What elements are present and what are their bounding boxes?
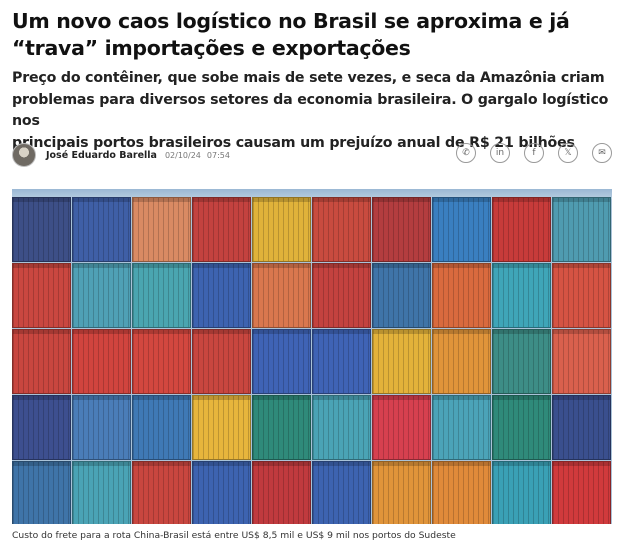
facebook-icon: f: [532, 148, 536, 158]
shipping-container: [552, 395, 611, 460]
shipping-container: [432, 329, 491, 394]
shipping-container: [372, 197, 431, 262]
shipping-container: [432, 263, 491, 328]
shipping-container: [252, 329, 311, 394]
headline-line-1: Um novo caos logístico no Brasil se apro…: [12, 9, 570, 33]
shipping-container: [12, 461, 71, 524]
email-icon: ✉: [598, 148, 606, 158]
shipping-container: [132, 263, 191, 328]
shipping-container: [552, 263, 611, 328]
shipping-container: [252, 197, 311, 262]
share-buttons: ✆ in f 𝕏 ✉: [456, 143, 612, 163]
shipping-container: [552, 329, 611, 394]
whatsapp-icon: ✆: [462, 148, 470, 158]
share-x-button[interactable]: 𝕏: [558, 143, 578, 163]
linkedin-icon: in: [495, 148, 505, 158]
shipping-container: [12, 395, 71, 460]
shipping-container: [492, 197, 551, 262]
shipping-container: [192, 197, 251, 262]
shipping-container: [312, 395, 371, 460]
shipping-container: [252, 395, 311, 460]
shipping-container: [252, 461, 311, 524]
shipping-container: [72, 329, 131, 394]
publish-date: 02/10/24: [164, 150, 201, 160]
author-avatar[interactable]: [12, 143, 36, 167]
headline-line-2: “trava” importações e exportações: [12, 36, 411, 60]
shipping-container: [372, 329, 431, 394]
shipping-container: [12, 197, 71, 262]
shipping-container: [132, 329, 191, 394]
shipping-container: [552, 197, 611, 262]
shipping-container: [132, 461, 191, 524]
shipping-container: [72, 263, 131, 328]
shipping-container: [492, 461, 551, 524]
publish-time: 07:54: [206, 150, 230, 160]
subhead-line-2: problemas para diversos setores da econo…: [12, 91, 609, 130]
shipping-container: [432, 461, 491, 524]
share-whatsapp-button[interactable]: ✆: [456, 143, 476, 163]
shipping-container: [432, 197, 491, 262]
photo-sky: [12, 189, 612, 199]
shipping-container: [72, 197, 131, 262]
article-headline: Um novo caos logístico no Brasil se apro…: [12, 8, 612, 62]
shipping-container: [252, 263, 311, 328]
x-icon: 𝕏: [564, 148, 572, 158]
shipping-container: [192, 329, 251, 394]
share-linkedin-button[interactable]: in: [490, 143, 510, 163]
shipping-container: [432, 395, 491, 460]
shipping-container: [312, 263, 371, 328]
share-facebook-button[interactable]: f: [524, 143, 544, 163]
shipping-container: [372, 395, 431, 460]
shipping-container: [312, 461, 371, 524]
shipping-container: [552, 461, 611, 524]
subhead-line-3: principais portos brasileiros causam um …: [12, 134, 575, 151]
article-photo-containers: [12, 189, 612, 524]
shipping-container: [132, 395, 191, 460]
shipping-container: [72, 461, 131, 524]
photo-caption: Custo do frete para a rota China-Brasil …: [12, 530, 456, 541]
shipping-container: [372, 461, 431, 524]
shipping-container: [132, 197, 191, 262]
subhead-line-1: Preço do contêiner, que sobe mais de set…: [12, 70, 605, 86]
author-name[interactable]: José Eduardo Barella: [46, 149, 157, 161]
shipping-container: [12, 329, 71, 394]
shipping-container: [492, 263, 551, 328]
shipping-container: [372, 263, 431, 328]
shipping-container: [312, 197, 371, 262]
shipping-container: [72, 395, 131, 460]
shipping-container: [312, 329, 371, 394]
byline: José Eduardo Barella 02/10/24 07:54 ✆ in…: [12, 142, 612, 168]
shipping-container: [492, 395, 551, 460]
shipping-container: [192, 395, 251, 460]
shipping-container: [492, 329, 551, 394]
shipping-container: [192, 461, 251, 524]
share-email-button[interactable]: ✉: [592, 143, 612, 163]
article-subhead: Preço do contêiner, que sobe mais de set…: [12, 68, 617, 154]
shipping-container: [192, 263, 251, 328]
shipping-container: [12, 263, 71, 328]
